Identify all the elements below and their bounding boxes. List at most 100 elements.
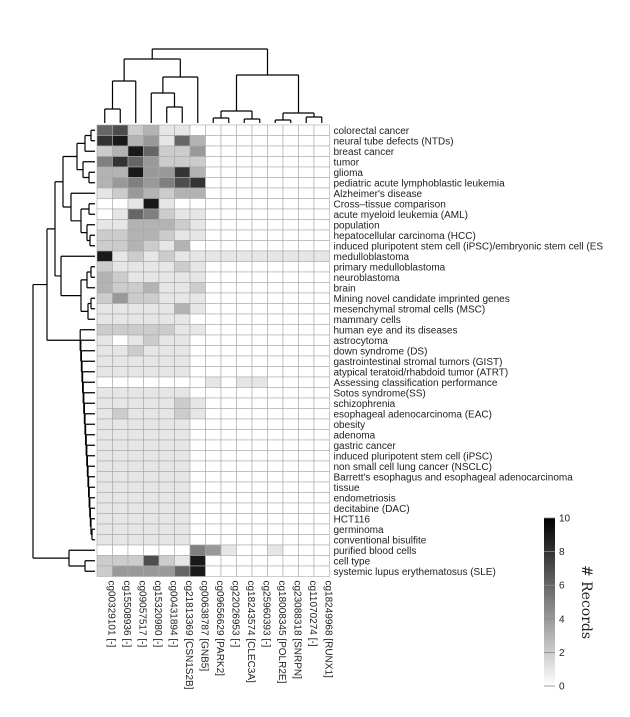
heatmap-cell <box>174 471 191 483</box>
heatmap-cell <box>158 450 175 462</box>
heatmap-cell <box>282 387 299 399</box>
heatmap-cell <box>236 429 253 441</box>
heatmap-cell <box>189 544 206 556</box>
heatmap-cell <box>143 450 160 462</box>
heatmap-cell <box>282 492 299 504</box>
heatmap-cell <box>205 313 222 325</box>
row-label: colorectal cancer <box>334 126 410 137</box>
heatmap-cell <box>143 324 160 336</box>
heatmap-cell <box>236 324 253 336</box>
heatmap-cell <box>96 418 113 430</box>
heatmap-cell <box>220 135 237 147</box>
heatmap-cell <box>251 387 268 399</box>
heatmap-cell <box>236 397 253 409</box>
row-label: endometriosis <box>334 493 396 504</box>
heatmap-cell <box>158 376 175 388</box>
heatmap-cell <box>174 544 191 556</box>
heatmap-cell <box>220 187 237 199</box>
heatmap-cell <box>236 502 253 514</box>
heatmap-cell <box>267 313 284 325</box>
heatmap-cell <box>189 397 206 409</box>
heatmap-cell <box>96 219 113 231</box>
heatmap-cell <box>298 429 315 441</box>
heatmap-cell <box>282 313 299 325</box>
heatmap-cell <box>112 418 129 430</box>
heatmap-cell <box>158 544 175 556</box>
row-label: decitabine (DAC) <box>334 504 410 515</box>
heatmap-cell <box>236 345 253 357</box>
heatmap-cell <box>267 198 284 210</box>
heatmap-cell <box>236 219 253 231</box>
heatmap-cell <box>236 492 253 504</box>
colorbar-tick-label: 10 <box>559 514 571 525</box>
column-dendrogram <box>104 48 323 123</box>
heatmap-cell <box>236 313 253 325</box>
heatmap-cell <box>158 177 175 189</box>
heatmap-cell <box>282 208 299 220</box>
heatmap-cell <box>96 250 113 262</box>
heatmap-cell <box>96 439 113 451</box>
heatmap-cell <box>158 481 175 493</box>
heatmap-cell <box>205 187 222 199</box>
heatmap-cell <box>174 513 191 525</box>
column-label: cg15320980 [-] <box>152 581 163 648</box>
heatmap-cell <box>236 334 253 346</box>
heatmap-cell <box>127 534 144 546</box>
colorbar-tick-label: 6 <box>559 581 565 592</box>
heatmap-cell <box>282 418 299 430</box>
heatmap-cell <box>251 261 268 273</box>
row-label: tumor <box>334 157 360 168</box>
heatmap-cell <box>236 555 253 567</box>
heatmap-cell <box>158 250 175 262</box>
heatmap-cell <box>205 271 222 283</box>
heatmap-cell <box>189 334 206 346</box>
heatmap-cell <box>174 303 191 315</box>
heatmap-cell <box>143 156 160 168</box>
heatmap-cell <box>96 124 113 136</box>
heatmap-cell <box>220 208 237 220</box>
heatmap-cell <box>174 355 191 367</box>
heatmap-cell <box>189 166 206 178</box>
heatmap-cell <box>127 492 144 504</box>
heatmap-cell <box>143 145 160 157</box>
heatmap-cell <box>174 261 191 273</box>
heatmap-cell <box>298 471 315 483</box>
heatmap-cell <box>112 282 129 294</box>
heatmap-cell <box>282 429 299 441</box>
heatmap-cell <box>267 544 284 556</box>
heatmap-cell <box>205 397 222 409</box>
row-label: medulloblastoma <box>334 252 410 263</box>
colorbar-tick-label: 0 <box>559 682 565 693</box>
heatmap-cell <box>267 145 284 157</box>
heatmap-cell <box>251 166 268 178</box>
heatmap-cell <box>282 534 299 546</box>
heatmap-cell <box>174 534 191 546</box>
heatmap-cell <box>158 439 175 451</box>
heatmap-cell <box>267 345 284 357</box>
heatmap-cell <box>143 292 160 304</box>
heatmap-cell <box>174 345 191 357</box>
heatmap-cell <box>127 460 144 472</box>
heatmap-cell <box>282 376 299 388</box>
row-dendrogram <box>32 129 95 572</box>
heatmap-cell <box>96 544 113 556</box>
heatmap-cell <box>112 334 129 346</box>
heatmap-cell <box>189 376 206 388</box>
heatmap-cell <box>189 313 206 325</box>
column-labels: cg00329101 [-] cg15508936 [-] cg09057517 [… <box>105 581 333 690</box>
heatmap-cell <box>96 292 113 304</box>
heatmap-cell <box>236 156 253 168</box>
heatmap-cell <box>174 397 191 409</box>
heatmap-cell <box>96 523 113 535</box>
heatmap-cell <box>298 502 315 514</box>
heatmap-cell <box>220 429 237 441</box>
heatmap-cell <box>189 492 206 504</box>
heatmap-cell <box>127 124 144 136</box>
heatmap-cell <box>205 208 222 220</box>
heatmap-cells <box>96 124 330 577</box>
heatmap-cell <box>313 376 330 388</box>
heatmap-cell <box>158 271 175 283</box>
heatmap-cell <box>189 145 206 157</box>
row-label: brain <box>334 283 356 294</box>
heatmap-cell <box>251 376 268 388</box>
